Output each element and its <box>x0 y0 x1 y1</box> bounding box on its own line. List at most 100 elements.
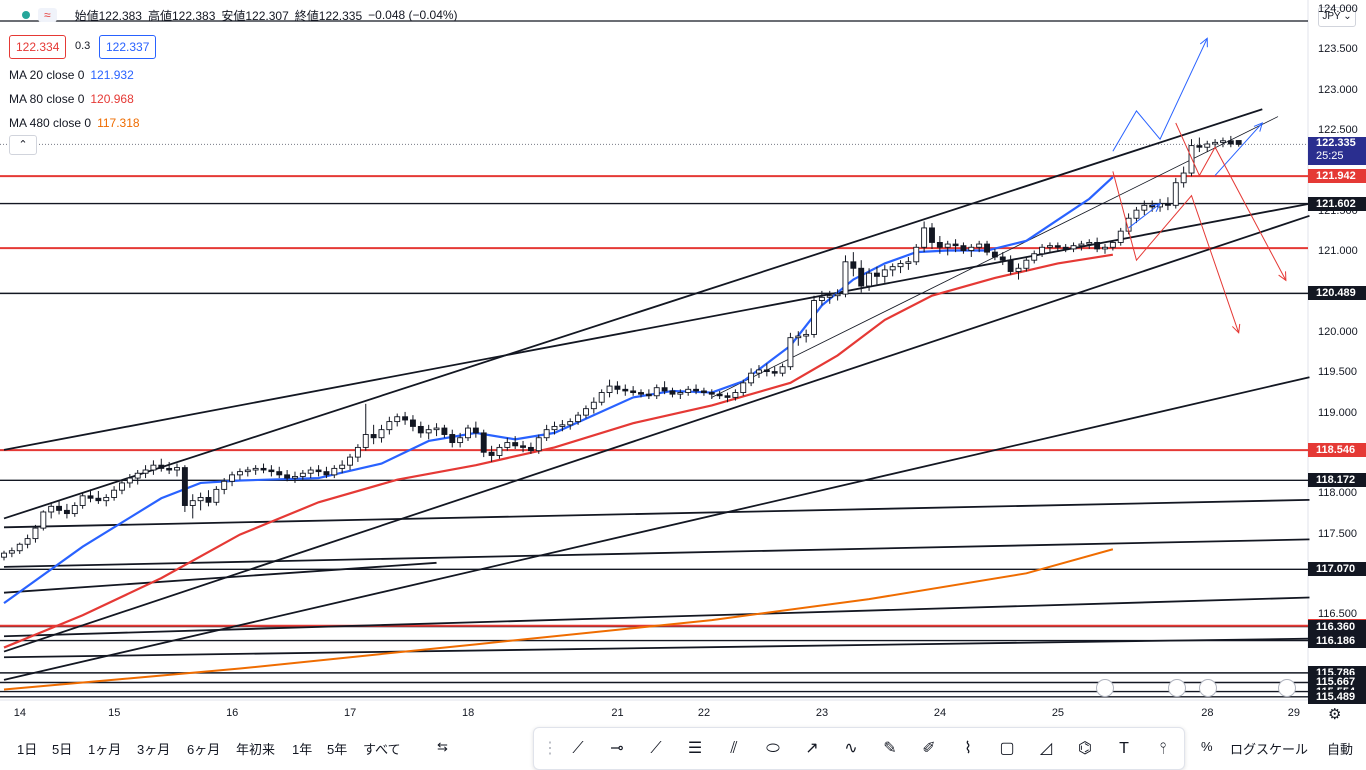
ma80-legend[interactable]: MA 80 close 0 120.968 <box>9 92 134 106</box>
candle-body <box>1070 245 1077 250</box>
candle-body <box>795 335 802 339</box>
sell-price-button[interactable]: 122.334 <box>9 35 67 59</box>
arrow-icon[interactable]: ↗ <box>805 740 819 757</box>
range-button[interactable]: 年初来 <box>236 742 276 757</box>
candle-body <box>881 269 888 277</box>
candle-body <box>968 246 975 251</box>
candle-body <box>1133 209 1140 219</box>
curve-icon[interactable]: ∿ <box>844 740 858 757</box>
time-tick-label: 15 <box>108 707 121 719</box>
candle-body <box>850 261 857 269</box>
ma480-line <box>3 548 1114 691</box>
pattern-icon[interactable]: ⌬ <box>1078 740 1092 757</box>
range-button[interactable]: 1年 <box>292 742 313 757</box>
candle-body <box>1164 203 1171 206</box>
gear-icon[interactable]: ⚙ <box>1328 706 1342 723</box>
price-level-label: 115.489 <box>1308 689 1366 704</box>
candle-body <box>708 392 715 395</box>
collapse-legend-button[interactable]: ⌃ <box>9 135 37 155</box>
chevron-up-icon: ⌃ <box>18 139 28 151</box>
candle-body <box>984 243 990 253</box>
ma480-legend[interactable]: MA 480 close 0 117.318 <box>9 116 140 130</box>
candle-body <box>527 446 534 452</box>
log-scale-toggle[interactable]: ログスケール <box>1230 742 1309 757</box>
bullish-scenario-arrow-head <box>1199 37 1208 48</box>
time-tick-label: 25 <box>1051 707 1065 719</box>
candle-body <box>244 469 251 473</box>
range-button[interactable]: 5日 <box>52 742 73 757</box>
range-button[interactable]: 1ヶ月 <box>88 742 122 757</box>
candle-body <box>323 471 330 476</box>
candle-body <box>1062 246 1069 250</box>
candle-body <box>181 467 188 506</box>
triangle-icon[interactable]: ◿ <box>1039 740 1053 757</box>
path-icon[interactable]: ⌇ <box>964 740 972 757</box>
spread-value: 0.3 <box>75 40 91 52</box>
vertical-line-icon[interactable]: ⫯ <box>1159 740 1167 757</box>
candle-body <box>811 300 817 335</box>
bearish-scenario-arrow-head <box>1232 323 1241 334</box>
trend-line <box>3 108 1263 520</box>
candle-body <box>748 372 755 384</box>
price-level-label: 121.942 <box>1308 169 1366 184</box>
ma20-legend[interactable]: MA 20 close 0 121.932 <box>9 68 134 82</box>
candle-body <box>48 505 55 513</box>
drag-handle-icon[interactable]: ⋮ <box>542 740 558 757</box>
compare-icon[interactable]: ⇆ <box>437 739 448 754</box>
bullish-scenario-arrow-head <box>1253 122 1264 132</box>
market-open-dot <box>22 11 30 19</box>
currency-selector[interactable]: JPY ⌄ <box>1318 7 1356 27</box>
buy-price-button[interactable]: 122.337 <box>99 35 157 59</box>
candle-body <box>315 469 322 473</box>
candle-body <box>63 509 70 515</box>
event-marker-us[interactable] <box>1168 679 1186 697</box>
candle-body <box>126 477 133 484</box>
event-marker-us[interactable] <box>1199 679 1217 697</box>
trendline-icon[interactable]: ⟋ <box>572 740 584 757</box>
candle-body <box>1086 241 1093 245</box>
candle-body <box>913 246 920 263</box>
event-marker-jp[interactable] <box>1096 679 1114 697</box>
range-button[interactable]: 1日 <box>17 742 38 757</box>
horizontal-ray-icon[interactable]: ⊸ <box>610 740 624 757</box>
candle-body <box>1117 230 1124 243</box>
time-tick-label: 17 <box>344 707 357 719</box>
wave-icon[interactable]: ≈ <box>38 8 57 22</box>
candle-body <box>999 256 1006 261</box>
event-marker-us[interactable] <box>1278 679 1296 697</box>
trend-line <box>3 202 1310 451</box>
rectangle-icon[interactable]: ▢ <box>999 740 1015 757</box>
price-level-label: 121.602 <box>1308 196 1366 211</box>
candle-body <box>441 427 448 435</box>
candle-body <box>480 432 487 453</box>
candle-body <box>449 434 456 444</box>
candle-body <box>347 456 353 466</box>
candle-body <box>921 227 928 248</box>
candle-body <box>1054 245 1061 248</box>
candle-body <box>1227 140 1234 145</box>
candle-body <box>724 395 731 398</box>
text-icon[interactable]: T <box>1119 740 1129 757</box>
open-value: 始値122.383 <box>74 8 142 23</box>
range-button[interactable]: 3ヶ月 <box>137 742 171 757</box>
horizontal-lines-icon[interactable]: ☰ <box>687 740 703 757</box>
range-button[interactable]: 6ヶ月 <box>187 742 221 757</box>
percent-toggle[interactable]: % <box>1201 739 1213 754</box>
range-button[interactable]: 5年 <box>327 742 348 757</box>
bullish-scenario-arrow <box>1214 122 1263 176</box>
highlighter-icon[interactable]: ✐ <box>922 740 936 757</box>
candle-body <box>142 469 149 474</box>
brush-icon[interactable]: ✎ <box>883 740 897 757</box>
candle-body <box>1023 259 1030 269</box>
ohlc-header: ≈ 始値122.383 高値122.383 安値122.307 終値122.33… <box>0 0 464 30</box>
ellipse-icon[interactable]: ⬭ <box>766 740 780 757</box>
range-button[interactable]: すべて <box>363 742 401 757</box>
polyline-icon[interactable]: ⟋ <box>650 740 662 757</box>
candle-body <box>826 295 833 298</box>
currency-label: JPY <box>1322 11 1341 22</box>
candle-body <box>268 469 275 473</box>
parallel-channel-icon[interactable]: ⫽ <box>730 740 738 757</box>
auto-scale-toggle[interactable]: 自動 <box>1327 742 1354 757</box>
candle-body <box>504 442 511 448</box>
